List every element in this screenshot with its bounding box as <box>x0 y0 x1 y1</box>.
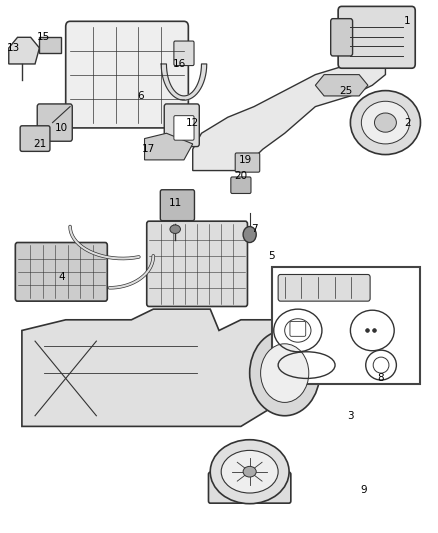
FancyBboxPatch shape <box>66 21 188 128</box>
Text: 20: 20 <box>234 171 247 181</box>
FancyBboxPatch shape <box>37 104 72 141</box>
Ellipse shape <box>250 330 320 416</box>
Text: 17: 17 <box>142 144 155 154</box>
FancyBboxPatch shape <box>20 126 50 151</box>
Polygon shape <box>39 37 61 53</box>
Text: 12: 12 <box>186 118 199 127</box>
Polygon shape <box>193 64 385 171</box>
Text: 16: 16 <box>173 59 186 69</box>
Ellipse shape <box>221 450 278 493</box>
Text: 11: 11 <box>169 198 182 207</box>
Ellipse shape <box>210 440 289 504</box>
FancyBboxPatch shape <box>235 153 260 172</box>
Ellipse shape <box>243 227 256 243</box>
Ellipse shape <box>170 225 180 233</box>
FancyBboxPatch shape <box>272 266 420 384</box>
Text: 10: 10 <box>55 123 68 133</box>
Text: 8: 8 <box>378 374 385 383</box>
FancyBboxPatch shape <box>231 177 251 193</box>
Polygon shape <box>315 75 368 96</box>
FancyBboxPatch shape <box>278 274 370 301</box>
Polygon shape <box>22 309 328 426</box>
FancyBboxPatch shape <box>174 41 194 66</box>
Text: 25: 25 <box>339 86 353 95</box>
FancyBboxPatch shape <box>208 472 291 503</box>
FancyBboxPatch shape <box>174 116 194 140</box>
FancyBboxPatch shape <box>147 221 247 306</box>
Text: 15: 15 <box>37 33 50 42</box>
Ellipse shape <box>361 101 410 144</box>
Ellipse shape <box>374 113 396 132</box>
Text: 13: 13 <box>7 43 20 53</box>
FancyBboxPatch shape <box>15 243 107 301</box>
FancyBboxPatch shape <box>164 104 199 147</box>
FancyBboxPatch shape <box>160 190 194 221</box>
Ellipse shape <box>350 91 420 155</box>
Ellipse shape <box>261 344 309 402</box>
Text: 3: 3 <box>347 411 354 421</box>
Text: 4: 4 <box>58 272 65 282</box>
FancyBboxPatch shape <box>338 6 415 68</box>
Polygon shape <box>145 133 193 160</box>
Text: 6: 6 <box>137 91 144 101</box>
Text: 9: 9 <box>360 486 367 495</box>
Text: 5: 5 <box>268 251 275 261</box>
Ellipse shape <box>243 466 256 477</box>
Polygon shape <box>161 64 207 100</box>
Text: 2: 2 <box>404 118 411 127</box>
Text: 1: 1 <box>404 17 411 26</box>
Text: 7: 7 <box>251 224 258 234</box>
Polygon shape <box>9 37 39 64</box>
Text: 21: 21 <box>33 139 46 149</box>
FancyBboxPatch shape <box>331 19 353 56</box>
Text: 19: 19 <box>239 155 252 165</box>
